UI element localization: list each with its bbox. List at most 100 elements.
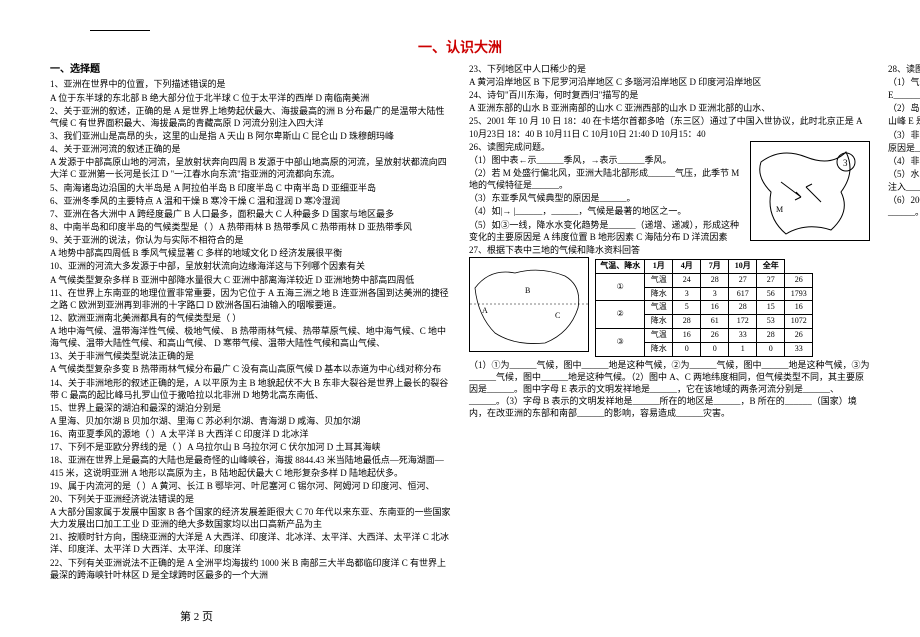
td: 172 (729, 315, 757, 329)
section-heading: 一、选择题 (50, 63, 451, 77)
q19: 19、属于内流河的是（ ）A 黄河、长江 B 鄂毕河、叶尼塞河 C 锡尔河、阿姆… (50, 480, 451, 492)
q23: 23、下列地区中人口稀少的是 (469, 63, 870, 75)
td: 气温 (645, 273, 673, 287)
th: 1月 (645, 260, 673, 274)
th: 7月 (701, 260, 729, 274)
td: 26 (701, 328, 729, 342)
table-row: ① 气温 24 28 27 27 26 (596, 273, 813, 287)
td: 气温 (645, 328, 673, 342)
q9: 9、关于亚洲的说法，你认为与实际不相符合的是 (50, 234, 451, 246)
q20: 20、下列关于亚洲经济说法错误的是 (50, 493, 451, 505)
q21: 21、按顺时针方向，围绕亚洲的大洋是 A 大西洋、印度洋、北冰洋、太平洋、大西洋… (50, 531, 451, 555)
q26-figure: 3 M (750, 141, 870, 241)
td: 15 (757, 301, 785, 315)
q12: 12、欧洲亚洲南北美洲都具有的气候类型是（ ） (50, 312, 451, 324)
td: 28 (729, 301, 757, 315)
q4-options: A 发源于中部高原山地的河流，呈放射状奔向四周 B 发源于中部山地高原的河流，呈… (50, 156, 451, 180)
td: 56 (757, 287, 785, 301)
td: 26 (785, 273, 813, 287)
td: 0 (673, 342, 701, 356)
q28-5: （3）非洲的气候特征是______、______ (888, 129, 920, 141)
q18: 18、亚洲在世界上是最高的大陆也是最奇怪的山峰峡谷，海拔 8844.43 米当陆… (50, 454, 451, 478)
td: 28 (673, 315, 701, 329)
page-footer: 第 2 页 (180, 610, 213, 625)
td: ③ (596, 328, 645, 356)
th: 10月 (729, 260, 757, 274)
q6: 6、亚洲冬季风的主要特点 A 温和干燥 B 寒冷干燥 C 温和湿润 D 寒冷湿润 (50, 195, 451, 207)
td: 28 (701, 273, 729, 287)
q25: 25、2001 年 10 月 10 日 18：40 在卡塔尔首都多哈（东三区）通… (469, 115, 870, 139)
q5: 5、南海诸岛边沿国的大半岛是 A 阿拉伯半岛 B 印度半岛 C 中南半岛 D 亚… (50, 182, 451, 194)
td: 617 (729, 287, 757, 301)
td: 气温 (645, 301, 673, 315)
climate-table: 气温、降水 1月 4月 7月 10月 全年 ① 气温 24 28 27 27 2… (595, 259, 813, 357)
q16: 16、南亚夏季风的源地（ ）A 太平洋 B 大西洋 C 印度洋 D 北冰洋 (50, 428, 451, 440)
q1: 1、亚洲在世界中的位置，下列描述错误的是 (50, 78, 451, 90)
td: 0 (757, 342, 785, 356)
svg-text:B: B (525, 286, 530, 295)
td: 5 (673, 301, 701, 315)
q14: 14、关于非洲地形的叙述正确的是，A 以平原为主 B 地貌起伏不大 B 东非大裂… (50, 377, 451, 401)
td: 61 (701, 315, 729, 329)
q24: 24、诗句"百川东海，何时复西归"描写的是 (469, 89, 870, 101)
th: 4月 (673, 260, 701, 274)
td: 降水 (645, 315, 673, 329)
td: 26 (785, 328, 813, 342)
q28-8: （5）水的河流是______，自______向______。 (888, 168, 920, 180)
q28-3: （2）岛屿 G 是______，大洋 H 是______之称， (888, 102, 920, 114)
q3: 3、我们亚洲山是高昂的头，这里的山是指 A 天山 B 阿尔卑斯山 C 昆仑山 D… (50, 130, 451, 142)
td: ② (596, 301, 645, 329)
td: 0 (701, 342, 729, 356)
th: 气温、降水 (596, 260, 645, 274)
q28-6: 原因是______。 (888, 142, 920, 154)
q10: 10、亚洲的河流大多发源于中部，呈放射状流向边缘海洋这与下列哪个因素有关 (50, 260, 451, 272)
svg-text:M: M (776, 205, 783, 214)
td: 3 (701, 287, 729, 301)
page-title: 一、认识大洲 (50, 40, 870, 59)
table-row: ② 气温 5 16 28 15 16 (596, 301, 813, 315)
q27: 27、根据下表中三地的气候和降水资料回答 (469, 244, 870, 256)
q28-9: 注入______N 处的河流名称是______。 (888, 181, 920, 193)
q7: 7、亚洲在各大洲中 A 跨经度最广 B 人口最多，面积最大 C 人种最多 D 国… (50, 208, 451, 220)
td: 33 (785, 342, 813, 356)
content-columns: 一、选择题 1、亚洲在世界中的位置，下列描述错误的是 A 位于东半球的东北部 B… (50, 63, 870, 583)
q24-options: A 亚洲东部的山水 B 亚洲南部的山水 C 亚洲西部的山水 D 亚洲北部的山水、 (469, 102, 870, 114)
q22: 22、下列有关亚洲说法不正确的是 A 全洲平均海拔约 1000 米 B 南部三大… (50, 557, 451, 581)
q27-map: A B C (469, 257, 589, 352)
q20-options: A 大部分国家属于发展中国家 B 各个国家的经济发展差距很大 C 70 年代以来… (50, 506, 451, 530)
q15-options: A 里海、贝加尔湖 B 贝加尔湖、里海 C 苏必利尔湖、青海湖 D 咸海、贝加尔… (50, 415, 451, 427)
q10-options: A 气候类型复杂多样 B 亚洲中部降水量很大 C 亚洲中部离海洋较近 D 亚洲地… (50, 274, 451, 286)
q4: 4、关于亚洲河流的叙述正确的是 (50, 143, 451, 155)
q9-options: A 地势中部高四周低 B 季风气候显著 C 多样的地域文化 D 经济发展很平衡 (50, 247, 451, 259)
q13-options: A 气候类型复杂多变 B 热带雨林气候分布最广 C 没有高山高原气候 D 基本以… (50, 363, 451, 375)
q2: 2、关于亚洲的叙述，正确的是 A 是世界上地势起伏最大、海拔最高的洲 B 分布最… (50, 105, 451, 129)
q28: 28、读图完成要求 (888, 63, 920, 75)
q11: 11、在世界上东南亚的地理位置非常重要，因为它位于 A 五海三洲之地 B 连亚洲… (50, 287, 451, 311)
td: 28 (757, 328, 785, 342)
q28-1: （1）气候类型 A______B______。 (888, 76, 920, 88)
svg-text:A: A (482, 306, 488, 315)
q28-10: （6）2008 年 8 月 8 日北京奥运会开幕时 D 处的气候特征______… (888, 194, 920, 218)
q15: 15、世界上最深的湖泊和最深的湖泊分别是 (50, 402, 451, 414)
q17: 17、下列不是亚欧分界线的是（ ）A 乌拉尔山 B 乌拉尔河 C 伏尔加河 D … (50, 441, 451, 453)
q28-7: （4）非洲的热带雨林气候没有贯穿中部的原因是______。 (888, 155, 920, 167)
q27a: （1）①为______气候，图中______地是这种气候，②为______气候，… (469, 359, 870, 420)
td: 降水 (645, 287, 673, 301)
q27-figure-row: A B C 气温、降水 1月 4月 7月 10月 全年 ① 气温 24 28 2… (469, 257, 870, 359)
q12-options: A 地中海气候、温带海洋性气候、极地气候、 B 热带雨林气候、热带草原气候、地中… (50, 325, 451, 349)
q8: 8、中南半岛和印度半岛的气候类型是（ ）A 热带雨林 B 热带季风 C 热带雨林… (50, 221, 451, 233)
td: 27 (729, 273, 757, 287)
td: 降水 (645, 342, 673, 356)
th: 全年 (757, 260, 785, 274)
td: 1072 (785, 315, 813, 329)
header-rule (90, 30, 150, 31)
td: 27 (757, 273, 785, 287)
q28-2: E______D______。 (888, 89, 920, 101)
q23-options: A 黄河沿岸地区 B 下尼罗河沿岸地区 C 多瑙河沿岸地区 D 印度河沿岸地区 (469, 76, 870, 88)
table-header-row: 气温、降水 1月 4月 7月 10月 全年 (596, 260, 813, 274)
td: ① (596, 273, 645, 301)
q13: 13、关于非洲气候类型说法正确的是 (50, 350, 451, 362)
td: 1 (729, 342, 757, 356)
td: 16 (785, 301, 813, 315)
td: 16 (701, 301, 729, 315)
